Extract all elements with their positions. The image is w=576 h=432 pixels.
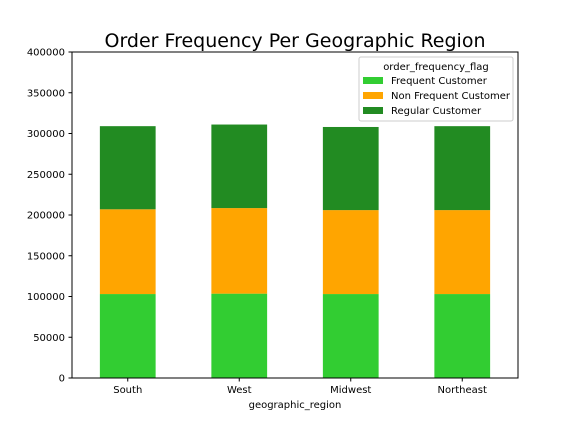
- bar-northeast-series-0: [434, 294, 491, 378]
- y-tick-label-8: 400000: [27, 48, 65, 59]
- legend-label-1: Non Frequent Customer: [391, 91, 511, 102]
- y-axis: 0 50000 100000 150000 200000 250000 300000 3500…: [27, 48, 72, 385]
- x-tick-label-2: Midwest: [330, 385, 371, 396]
- legend-label-0: Frequent Customer: [391, 76, 488, 87]
- bar-south-series-1: [99, 209, 156, 295]
- bar-west-series-0: [211, 293, 268, 378]
- bar-northeast-series-1: [434, 210, 491, 295]
- legend-items: Frequent Customer Non Frequent Customer Re…: [363, 76, 511, 117]
- bar-northeast-series-2: [434, 126, 491, 211]
- bar-west-series-1: [211, 208, 268, 294]
- x-tick-label-3: Northeast: [438, 385, 487, 396]
- bar-midwest-series-2: [322, 126, 379, 211]
- y-tick-label-2: 100000: [27, 292, 65, 303]
- y-tick-label-5: 250000: [27, 170, 65, 181]
- y-tick-label-3: 150000: [27, 251, 65, 262]
- bar-south-series-0: [99, 294, 156, 378]
- legend-title: order_frequency_flag: [383, 62, 489, 73]
- legend: order_frequency_flag Frequent Customer No…: [358, 56, 514, 122]
- y-tick-label-0: 0: [59, 374, 65, 385]
- x-tick-label-1: West: [227, 385, 252, 396]
- legend-swatch-2: [363, 107, 383, 114]
- legend-swatch-0: [363, 77, 383, 84]
- y-tick-label-1: 50000: [33, 333, 65, 344]
- bar-midwest-series-1: [322, 210, 379, 295]
- bar-south-series-2: [99, 126, 156, 210]
- legend-box: [358, 56, 514, 122]
- x-tick-label-0: South: [113, 385, 142, 396]
- y-tick-label-7: 350000: [27, 88, 65, 99]
- x-axis-label: geographic_region: [249, 400, 342, 411]
- legend-label-2: Regular Customer: [391, 106, 482, 117]
- bar-midwest-series-0: [322, 294, 379, 378]
- y-tick-label-4: 200000: [27, 211, 65, 222]
- plot-frame: [71, 51, 519, 379]
- bar-west-series-2: [211, 124, 268, 209]
- y-tick-label-6: 300000: [27, 129, 65, 140]
- legend-swatch-1: [363, 92, 383, 99]
- chart-title: Order Frequency Per Geographic Region: [104, 30, 485, 52]
- x-axis: South West Midwest Northeast: [113, 378, 487, 396]
- bars-group: [99, 124, 491, 378]
